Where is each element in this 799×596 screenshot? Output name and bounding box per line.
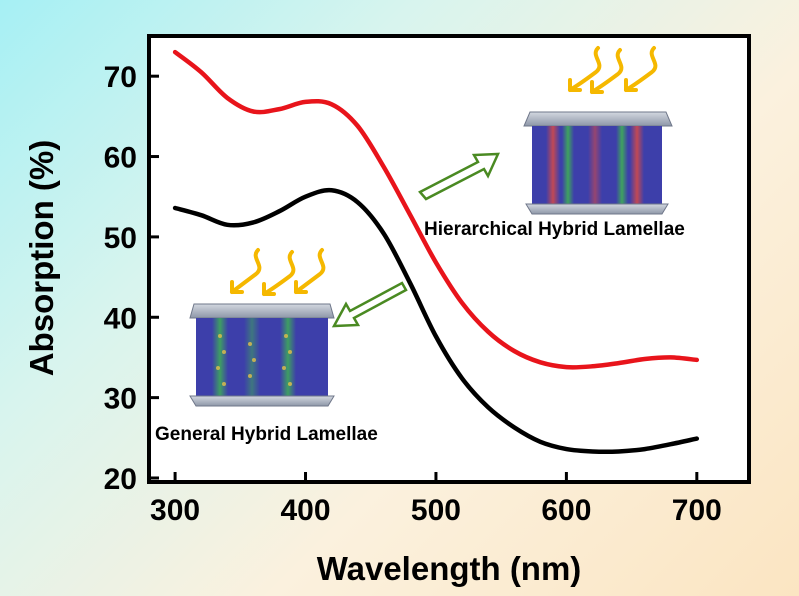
x-tick-label: 300 <box>150 494 200 527</box>
y-tick-label: 50 <box>104 222 137 255</box>
x-axis-title: Wavelength (nm) <box>317 550 582 587</box>
y-tick-label: 60 <box>104 142 137 175</box>
y-tick-label: 20 <box>104 463 137 496</box>
bottom-plate <box>189 395 335 407</box>
sunlight-rays-icon <box>230 248 326 296</box>
top-plate <box>523 111 673 127</box>
annotation-hierarchical: Hierarchical Hybrid Lamellae <box>424 219 685 240</box>
hierarchical-lamellae-illustration <box>523 46 673 215</box>
series-layer <box>172 49 700 455</box>
x-tick-label: 400 <box>280 494 330 527</box>
x-tick-label: 700 <box>672 494 722 527</box>
arrow-to-hierarchical-icon <box>418 152 500 201</box>
bottom-plate <box>525 203 669 215</box>
series-line-black <box>172 187 700 455</box>
annotation-general: General Hybrid Lamellae <box>155 424 378 445</box>
y-tick-label: 30 <box>104 383 137 416</box>
general-lamellae-illustration <box>189 248 335 407</box>
x-tick-label: 500 <box>411 494 461 527</box>
sunlight-rays-icon <box>568 46 658 94</box>
series-line-red <box>172 49 700 370</box>
y-axis-title: Absorption (%) <box>23 140 60 376</box>
x-axis-ticks: 300 400 500 600 700 <box>150 472 722 527</box>
x-tick-label: 600 <box>541 494 591 527</box>
y-tick-label: 70 <box>104 61 137 94</box>
y-axis-ticks: 20 30 40 50 60 70 <box>104 61 159 496</box>
y-tick-label: 40 <box>104 302 137 335</box>
top-plate <box>189 303 335 319</box>
plot-frame <box>147 34 751 484</box>
arrow-to-general-icon <box>331 281 408 328</box>
